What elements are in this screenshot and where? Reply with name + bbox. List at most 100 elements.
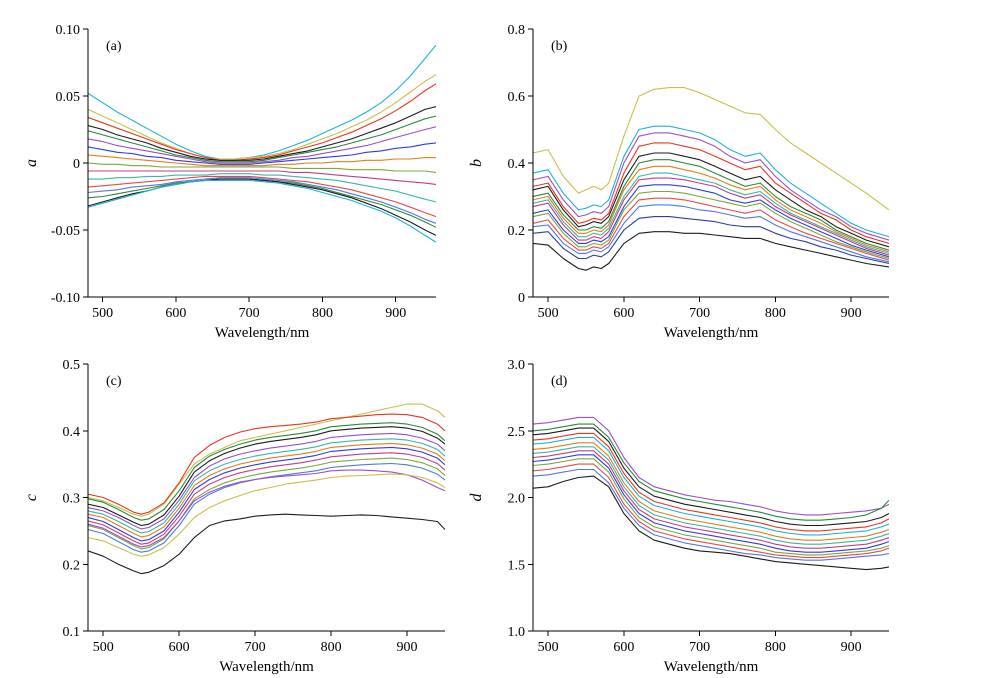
series-line-4: [88, 426, 445, 527]
series-line-4: [533, 432, 889, 532]
series-line-11: [88, 462, 445, 553]
x-axis-label: Wavelength/nm: [215, 325, 310, 341]
series-line-11: [533, 463, 889, 559]
y-tick-label: -0.05: [51, 224, 80, 239]
series-line-16: [88, 179, 436, 243]
series-line-10: [533, 184, 889, 258]
x-axis-label: Wavelength/nm: [219, 659, 314, 675]
series-group: [88, 44, 436, 243]
series-line-5: [533, 436, 889, 536]
series-line-5: [533, 152, 889, 248]
panel-a: -0.10 -0.05 0 0.05 0.10 500 600 700 800 900 Wavele…: [23, 23, 436, 341]
series-line-2: [88, 74, 436, 160]
y-tick-label: 1.5: [508, 558, 526, 573]
series-line-9: [533, 454, 889, 553]
y-tick-label: 0: [73, 157, 80, 172]
x-tick-label: 800: [765, 306, 786, 321]
panel-b: 0 0.2 0.4 0.6 0.8 500 600 700 800 900 Wavelength/n…: [468, 23, 889, 341]
series-line-12: [533, 197, 889, 261]
series-line-5: [88, 115, 436, 163]
series-line-1: [88, 403, 445, 517]
series-line-15: [533, 231, 889, 271]
series-line-12: [88, 469, 445, 548]
x-tick-label: 500: [92, 306, 113, 321]
series-line-7: [88, 142, 436, 165]
x-tick-label: 900: [397, 640, 418, 655]
series-line-7: [533, 446, 889, 545]
series-line-9: [88, 162, 436, 173]
y-tick-label: 1.0: [508, 625, 526, 640]
series-line-12: [533, 468, 889, 561]
series-line-11: [88, 173, 436, 203]
series-line-6: [533, 442, 889, 541]
series-line-2: [88, 413, 445, 515]
series-line-4: [88, 106, 436, 161]
series-line-13: [88, 177, 436, 224]
series-line-2: [533, 423, 889, 521]
series-line-7: [88, 442, 445, 538]
y-tick-label: 0: [518, 291, 525, 306]
series-line-7: [533, 165, 889, 253]
y-axis-label: d: [468, 493, 485, 502]
series-line-1: [533, 87, 889, 211]
y-tick-label: 0.2: [63, 558, 81, 573]
x-tick-label: 700: [239, 306, 260, 321]
series-line-10: [88, 457, 445, 550]
series-line-5: [88, 432, 445, 530]
series-line-10: [88, 170, 436, 185]
series-line-1: [533, 416, 889, 516]
series-line-15: [88, 178, 436, 236]
x-tick-label: 700: [689, 640, 710, 655]
series-group: [533, 87, 889, 271]
series-line-1: [88, 44, 436, 160]
series-line-8: [533, 172, 889, 254]
x-tick-label: 600: [613, 640, 634, 655]
series-line-2: [533, 125, 889, 238]
y-tick-label: 2.0: [508, 492, 526, 507]
y-axis-label: b: [468, 159, 485, 167]
y-tick-label: 3.0: [508, 358, 526, 373]
x-tick-label: 700: [689, 306, 710, 321]
series-line-8: [88, 154, 436, 167]
panel-label: (d): [551, 374, 568, 389]
panel-d: 1.0 1.5 2.0 2.5 3.0 500 600 700 800 900 Wavelength…: [468, 358, 889, 675]
x-tick-label: 500: [538, 640, 559, 655]
x-tick-label: 600: [169, 640, 190, 655]
series-line-9: [533, 177, 889, 256]
series-group: [533, 416, 889, 571]
series-line-14: [533, 216, 889, 265]
y-tick-label: -0.10: [51, 291, 80, 306]
y-tick-label: 0.8: [508, 23, 526, 38]
series-line-8: [88, 446, 445, 542]
y-tick-label: 0.1: [63, 625, 81, 640]
x-tick-label: 900: [841, 640, 862, 655]
series-line-12: [88, 175, 436, 218]
series-line-3: [88, 83, 436, 161]
y-tick-label: 0.3: [63, 492, 81, 507]
series-line-11: [533, 190, 889, 260]
x-tick-label: 600: [613, 306, 634, 321]
series-line-6: [88, 438, 445, 534]
series-line-13: [533, 475, 889, 571]
x-tick-label: 500: [538, 306, 559, 321]
series-line-14: [88, 513, 445, 575]
series-line-10: [533, 458, 889, 556]
y-tick-label: 0.4: [508, 157, 526, 172]
x-tick-label: 700: [245, 640, 266, 655]
series-line-13: [88, 473, 445, 557]
x-axis-label: Wavelength/nm: [664, 659, 759, 675]
panel-label: (a): [106, 39, 122, 54]
series-line-3: [533, 132, 889, 241]
x-tick-label: 500: [93, 640, 114, 655]
series-line-4: [533, 142, 889, 244]
series-line-6: [533, 159, 889, 251]
series-line-13: [533, 204, 889, 263]
panel-label: (b): [551, 39, 568, 54]
x-tick-label: 800: [312, 306, 333, 321]
series-group: [88, 403, 445, 575]
y-tick-label: 0.4: [63, 425, 81, 440]
series-line-6: [88, 126, 436, 164]
y-tick-label: 0.05: [56, 90, 81, 105]
panel-c: 0.1 0.2 0.3 0.4 0.5 500 600 700 800 900 Wavelength…: [23, 358, 445, 675]
